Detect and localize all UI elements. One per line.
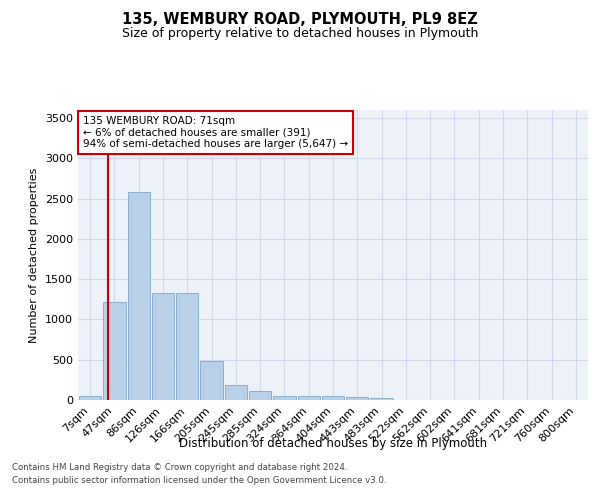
Text: 135 WEMBURY ROAD: 71sqm
← 6% of detached houses are smaller (391)
94% of semi-de: 135 WEMBURY ROAD: 71sqm ← 6% of detached… — [83, 116, 348, 149]
Bar — [346, 397, 368, 400]
Bar — [298, 396, 320, 400]
Bar — [176, 293, 199, 400]
Bar — [370, 398, 393, 400]
Bar — [103, 302, 125, 400]
Text: 135, WEMBURY ROAD, PLYMOUTH, PL9 8EZ: 135, WEMBURY ROAD, PLYMOUTH, PL9 8EZ — [122, 12, 478, 28]
Bar — [152, 293, 174, 400]
Y-axis label: Number of detached properties: Number of detached properties — [29, 168, 40, 342]
Text: Contains public sector information licensed under the Open Government Licence v3: Contains public sector information licen… — [12, 476, 386, 485]
Text: Contains HM Land Registry data © Crown copyright and database right 2024.: Contains HM Land Registry data © Crown c… — [12, 464, 347, 472]
Bar — [273, 396, 296, 400]
Bar — [128, 192, 150, 400]
Bar — [200, 360, 223, 400]
Text: Distribution of detached houses by size in Plymouth: Distribution of detached houses by size … — [179, 438, 487, 450]
Bar — [79, 396, 101, 400]
Bar — [224, 384, 247, 400]
Text: Size of property relative to detached houses in Plymouth: Size of property relative to detached ho… — [122, 28, 478, 40]
Bar — [249, 391, 271, 400]
Bar — [322, 396, 344, 400]
